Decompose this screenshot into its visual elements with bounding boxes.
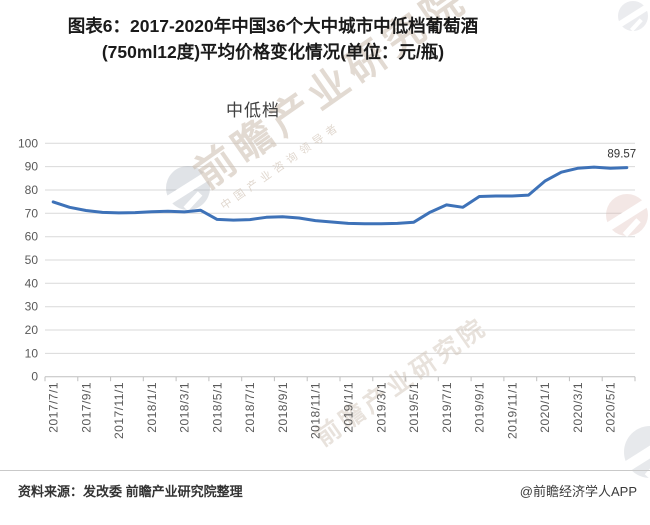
svg-text:80: 80 bbox=[25, 183, 39, 197]
figure-title-line2: (750ml12度)平均价格变化情况(单位：元/瓶) bbox=[101, 42, 445, 62]
chart-title: 中低档 bbox=[226, 101, 280, 120]
svg-text:2017/9/1: 2017/9/1 bbox=[79, 382, 93, 433]
svg-text:89.57: 89.57 bbox=[607, 149, 636, 161]
figure-title-line1: 图表6：2017-2020年中国36个大中城市中低档葡萄酒 bbox=[67, 16, 479, 36]
svg-text:50: 50 bbox=[25, 253, 39, 267]
svg-text:10: 10 bbox=[25, 346, 39, 360]
source-note: 资料来源：发改委 前瞻产业研究院整理 bbox=[18, 484, 243, 499]
svg-text:2017/11/1: 2017/11/1 bbox=[112, 382, 126, 439]
svg-text:2018/5/1: 2018/5/1 bbox=[210, 382, 224, 433]
svg-text:2019/3/1: 2019/3/1 bbox=[374, 382, 388, 433]
credit-note: @前瞻经济学人APP bbox=[519, 484, 637, 499]
svg-text:2019/11/1: 2019/11/1 bbox=[505, 382, 519, 439]
svg-text:70: 70 bbox=[25, 206, 39, 220]
svg-text:2020/5/1: 2020/5/1 bbox=[604, 382, 618, 433]
svg-text:2018/3/1: 2018/3/1 bbox=[178, 382, 192, 433]
svg-text:2019/5/1: 2019/5/1 bbox=[407, 382, 421, 433]
svg-text:40: 40 bbox=[25, 276, 39, 290]
svg-text:2017/7/1: 2017/7/1 bbox=[47, 382, 61, 433]
svg-text:90: 90 bbox=[25, 160, 39, 174]
svg-text:2018/7/1: 2018/7/1 bbox=[243, 382, 257, 433]
svg-text:60: 60 bbox=[25, 230, 39, 244]
svg-text:30: 30 bbox=[25, 300, 39, 314]
svg-text:0: 0 bbox=[31, 370, 38, 384]
svg-text:20: 20 bbox=[25, 323, 39, 337]
figure-title: 图表6：2017-2020年中国36个大中城市中低档葡萄酒 (750ml12度)… bbox=[0, 13, 546, 65]
svg-text:100: 100 bbox=[18, 136, 38, 150]
svg-text:前瞻产业研究院: 前瞻产业研究院 bbox=[310, 312, 493, 452]
svg-text:2020/1/1: 2020/1/1 bbox=[538, 382, 552, 433]
footer-divider bbox=[0, 470, 650, 471]
svg-text:2019/7/1: 2019/7/1 bbox=[440, 382, 454, 433]
svg-text:2018/1/1: 2018/1/1 bbox=[145, 382, 159, 433]
svg-text:2018/9/1: 2018/9/1 bbox=[276, 382, 290, 433]
svg-text:2019/1/1: 2019/1/1 bbox=[342, 382, 356, 433]
svg-text:2018/11/1: 2018/11/1 bbox=[309, 382, 323, 439]
svg-text:2019/9/1: 2019/9/1 bbox=[473, 382, 487, 433]
svg-text:2020/3/1: 2020/3/1 bbox=[571, 382, 585, 433]
